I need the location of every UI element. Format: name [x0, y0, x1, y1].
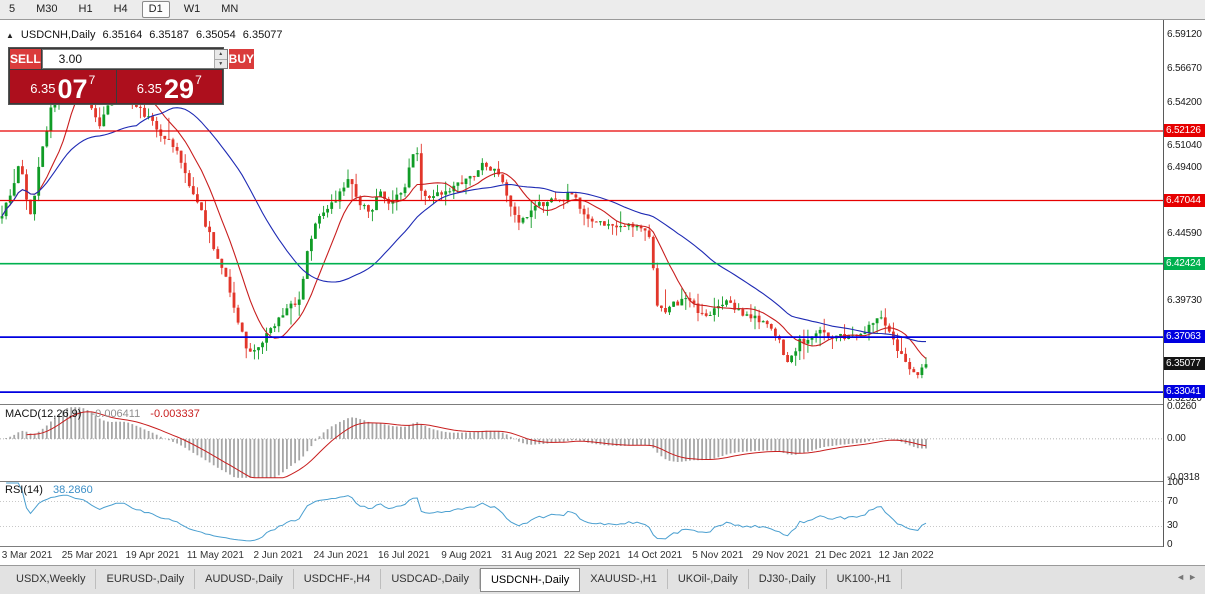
rsi-scale-label: 100 — [1167, 477, 1184, 488]
price-tick-label: 6.59120 — [1167, 29, 1202, 40]
rsi-scale-label: 0 — [1167, 539, 1173, 550]
chart-tab-dj30-daily[interactable]: DJ30-,Daily — [749, 569, 827, 589]
ohlc-high: 6.35187 — [149, 29, 190, 41]
timeframe-button-m30[interactable]: M30 — [36, 3, 58, 15]
buy-price-big: 29 — [164, 74, 195, 104]
macd-indicator-label: MACD(12,26,9) -0.006411 -0.003337 — [5, 408, 200, 420]
date-label: 29 Nov 2021 — [752, 550, 809, 561]
macd-panel-canvas[interactable] — [0, 404, 1163, 481]
chart-tab-ukoil-daily[interactable]: UKOil-,Daily — [668, 569, 749, 589]
ohlc-close: 6.35077 — [242, 29, 283, 41]
date-label: 19 Apr 2021 — [125, 550, 180, 561]
chart-tab-usdchf-h4[interactable]: USDCHF-,H4 — [294, 569, 382, 589]
price-level-tag: 6.37063 — [1164, 330, 1205, 343]
volume-up-button[interactable]: ▲ — [213, 50, 227, 59]
macd-signal-value: -0.003337 — [150, 408, 200, 420]
date-label: 25 Mar 2021 — [61, 550, 118, 561]
buy-price-sup: 7 — [195, 73, 202, 87]
date-label: 16 Jul 2021 — [377, 550, 430, 561]
buy-price-prefix: 6.35 — [136, 81, 163, 96]
time-axis: 3 Mar 2021 25 Mar 2021 19 Apr 2021 11 May 2… — [0, 547, 1205, 565]
price-tick-label: 6.49400 — [1167, 162, 1202, 173]
volume-box: ▲ ▼ — [41, 49, 228, 69]
date-label: 14 Oct 2021 — [627, 550, 683, 561]
chart-tab-usdcnh-daily[interactable]: USDCNH-,Daily — [479, 568, 581, 592]
rsi-value: 38.2860 — [52, 484, 93, 496]
sell-price-sup: 7 — [88, 73, 96, 87]
chart-tabs-bar: USDX,Weekly EURUSD-,Daily AUDUSD-,Daily USD… — [0, 565, 1205, 594]
rsi-scale-label: 30 — [1167, 520, 1178, 531]
chart-tab-uk100-h1[interactable]: UK100-,H1 — [827, 569, 903, 589]
macd-panel-divider — [0, 404, 1205, 405]
macd-scale-label: -0.0318 — [1167, 472, 1200, 483]
price-tick-label: 6.39730 — [1167, 295, 1202, 306]
rsi-panel-divider — [0, 481, 1205, 482]
date-label: 9 Aug 2021 — [441, 550, 492, 561]
sell-button[interactable]: SELL — [10, 49, 41, 69]
macd-scale-label: 0.0260 — [1167, 401, 1197, 412]
rsi-scale-label: 70 — [1167, 496, 1178, 507]
chart-tab-usdx-weekly[interactable]: USDX,Weekly — [6, 569, 97, 589]
ohlc-open: 6.35164 — [102, 29, 143, 41]
date-label: 31 Aug 2021 — [501, 550, 558, 561]
date-label: 3 Mar 2021 — [1, 550, 53, 561]
price-level-tag: 6.33041 — [1164, 385, 1205, 398]
volume-down-button[interactable]: ▼ — [213, 58, 227, 68]
chart-tab-audusd-daily[interactable]: AUDUSD-,Daily — [195, 569, 294, 589]
timeframe-button-d1[interactable]: D1 — [141, 1, 170, 18]
chart-tab-usdcad-daily[interactable]: USDCAD-,Daily — [381, 569, 480, 589]
buy-button[interactable]: BUY — [228, 49, 255, 69]
collapse-trade-panel-icon[interactable]: ▲ — [6, 30, 14, 40]
price-chart-canvas[interactable] — [0, 20, 1163, 404]
timeframe-button-h4[interactable]: H4 — [113, 3, 128, 15]
timeframe-button-mn[interactable]: MN — [221, 3, 239, 15]
macd-name: MACD(12,26,9) — [5, 408, 82, 420]
price-level-tag: 6.42424 — [1164, 257, 1205, 270]
macd-main-value: -0.006411 — [91, 408, 141, 420]
chart-area: 6.59120 6.56670 6.54200 6.51040 6.49400 6.445… — [0, 20, 1205, 550]
volume-input[interactable] — [42, 50, 214, 68]
tab-scroll-right-icon[interactable]: ► — [1188, 572, 1197, 582]
date-label: 5 Nov 2021 — [692, 550, 744, 561]
timeframe-toolbar: 5 M30 H1 H4 D1 W1 MN — [0, 0, 1205, 20]
date-label: 22 Sep 2021 — [563, 550, 621, 561]
ohlc-low: 6.35054 — [196, 29, 236, 41]
sell-price-big: 07 — [57, 74, 88, 104]
price-tick-label: 6.32520 — [1167, 393, 1202, 404]
volume-spinner: ▲ ▼ — [213, 50, 227, 68]
price-tick-label: 6.56670 — [1167, 63, 1202, 74]
price-tick-label: 6.44590 — [1167, 228, 1202, 239]
price-level-tag: 6.47044 — [1164, 194, 1205, 207]
chart-tab-eurusd-daily[interactable]: EURUSD-,Daily — [96, 569, 196, 589]
date-label: 24 Jun 2021 — [313, 550, 369, 561]
timeframe-button-h1[interactable]: H1 — [78, 3, 93, 15]
buy-price-display[interactable]: 6.35 29 7 — [116, 70, 222, 104]
price-tick-label: 6.51040 — [1167, 140, 1202, 151]
sell-price-prefix: 6.35 — [30, 81, 56, 96]
date-label: 11 May 2021 — [186, 550, 244, 561]
chart-tab-xauusd-h1[interactable]: XAUUSD-,H1 — [580, 569, 668, 589]
rsi-panel-canvas[interactable] — [0, 481, 1163, 547]
timeframe-button-w1[interactable]: W1 — [183, 3, 201, 15]
macd-scale-label: 0.00 — [1167, 433, 1186, 444]
rsi-name: RSI(14) — [5, 484, 43, 496]
price-level-tag: 6.52126 — [1164, 124, 1205, 137]
date-label: 21 Dec 2021 — [815, 550, 872, 561]
date-label: 12 Jan 2022 — [878, 550, 934, 561]
timeframe-button-5[interactable]: 5 — [9, 3, 16, 15]
price-tick-label: 6.54200 — [1167, 97, 1202, 108]
one-click-trade-panel: SELL ▲ ▼ BUY 6.35 07 7 6.35 — [8, 47, 255, 105]
date-label: 2 Jun 2021 — [253, 550, 303, 561]
symbol-title: USDCNH,Daily — [20, 29, 96, 41]
symbol-ohlc-header: ▲ USDCNH,Daily 6.35164 6.35187 6.35054 6… — [6, 29, 283, 41]
current-price-tag: 6.35077 — [1164, 357, 1205, 370]
rsi-indicator-label: RSI(14) 38.2860 — [5, 484, 93, 496]
price-scale: 6.59120 6.56670 6.54200 6.51040 6.49400 6.445… — [1163, 20, 1205, 550]
sell-price-display[interactable]: 6.35 07 7 — [10, 70, 116, 103]
tab-scroll-left-icon[interactable]: ◄ — [1176, 572, 1186, 582]
